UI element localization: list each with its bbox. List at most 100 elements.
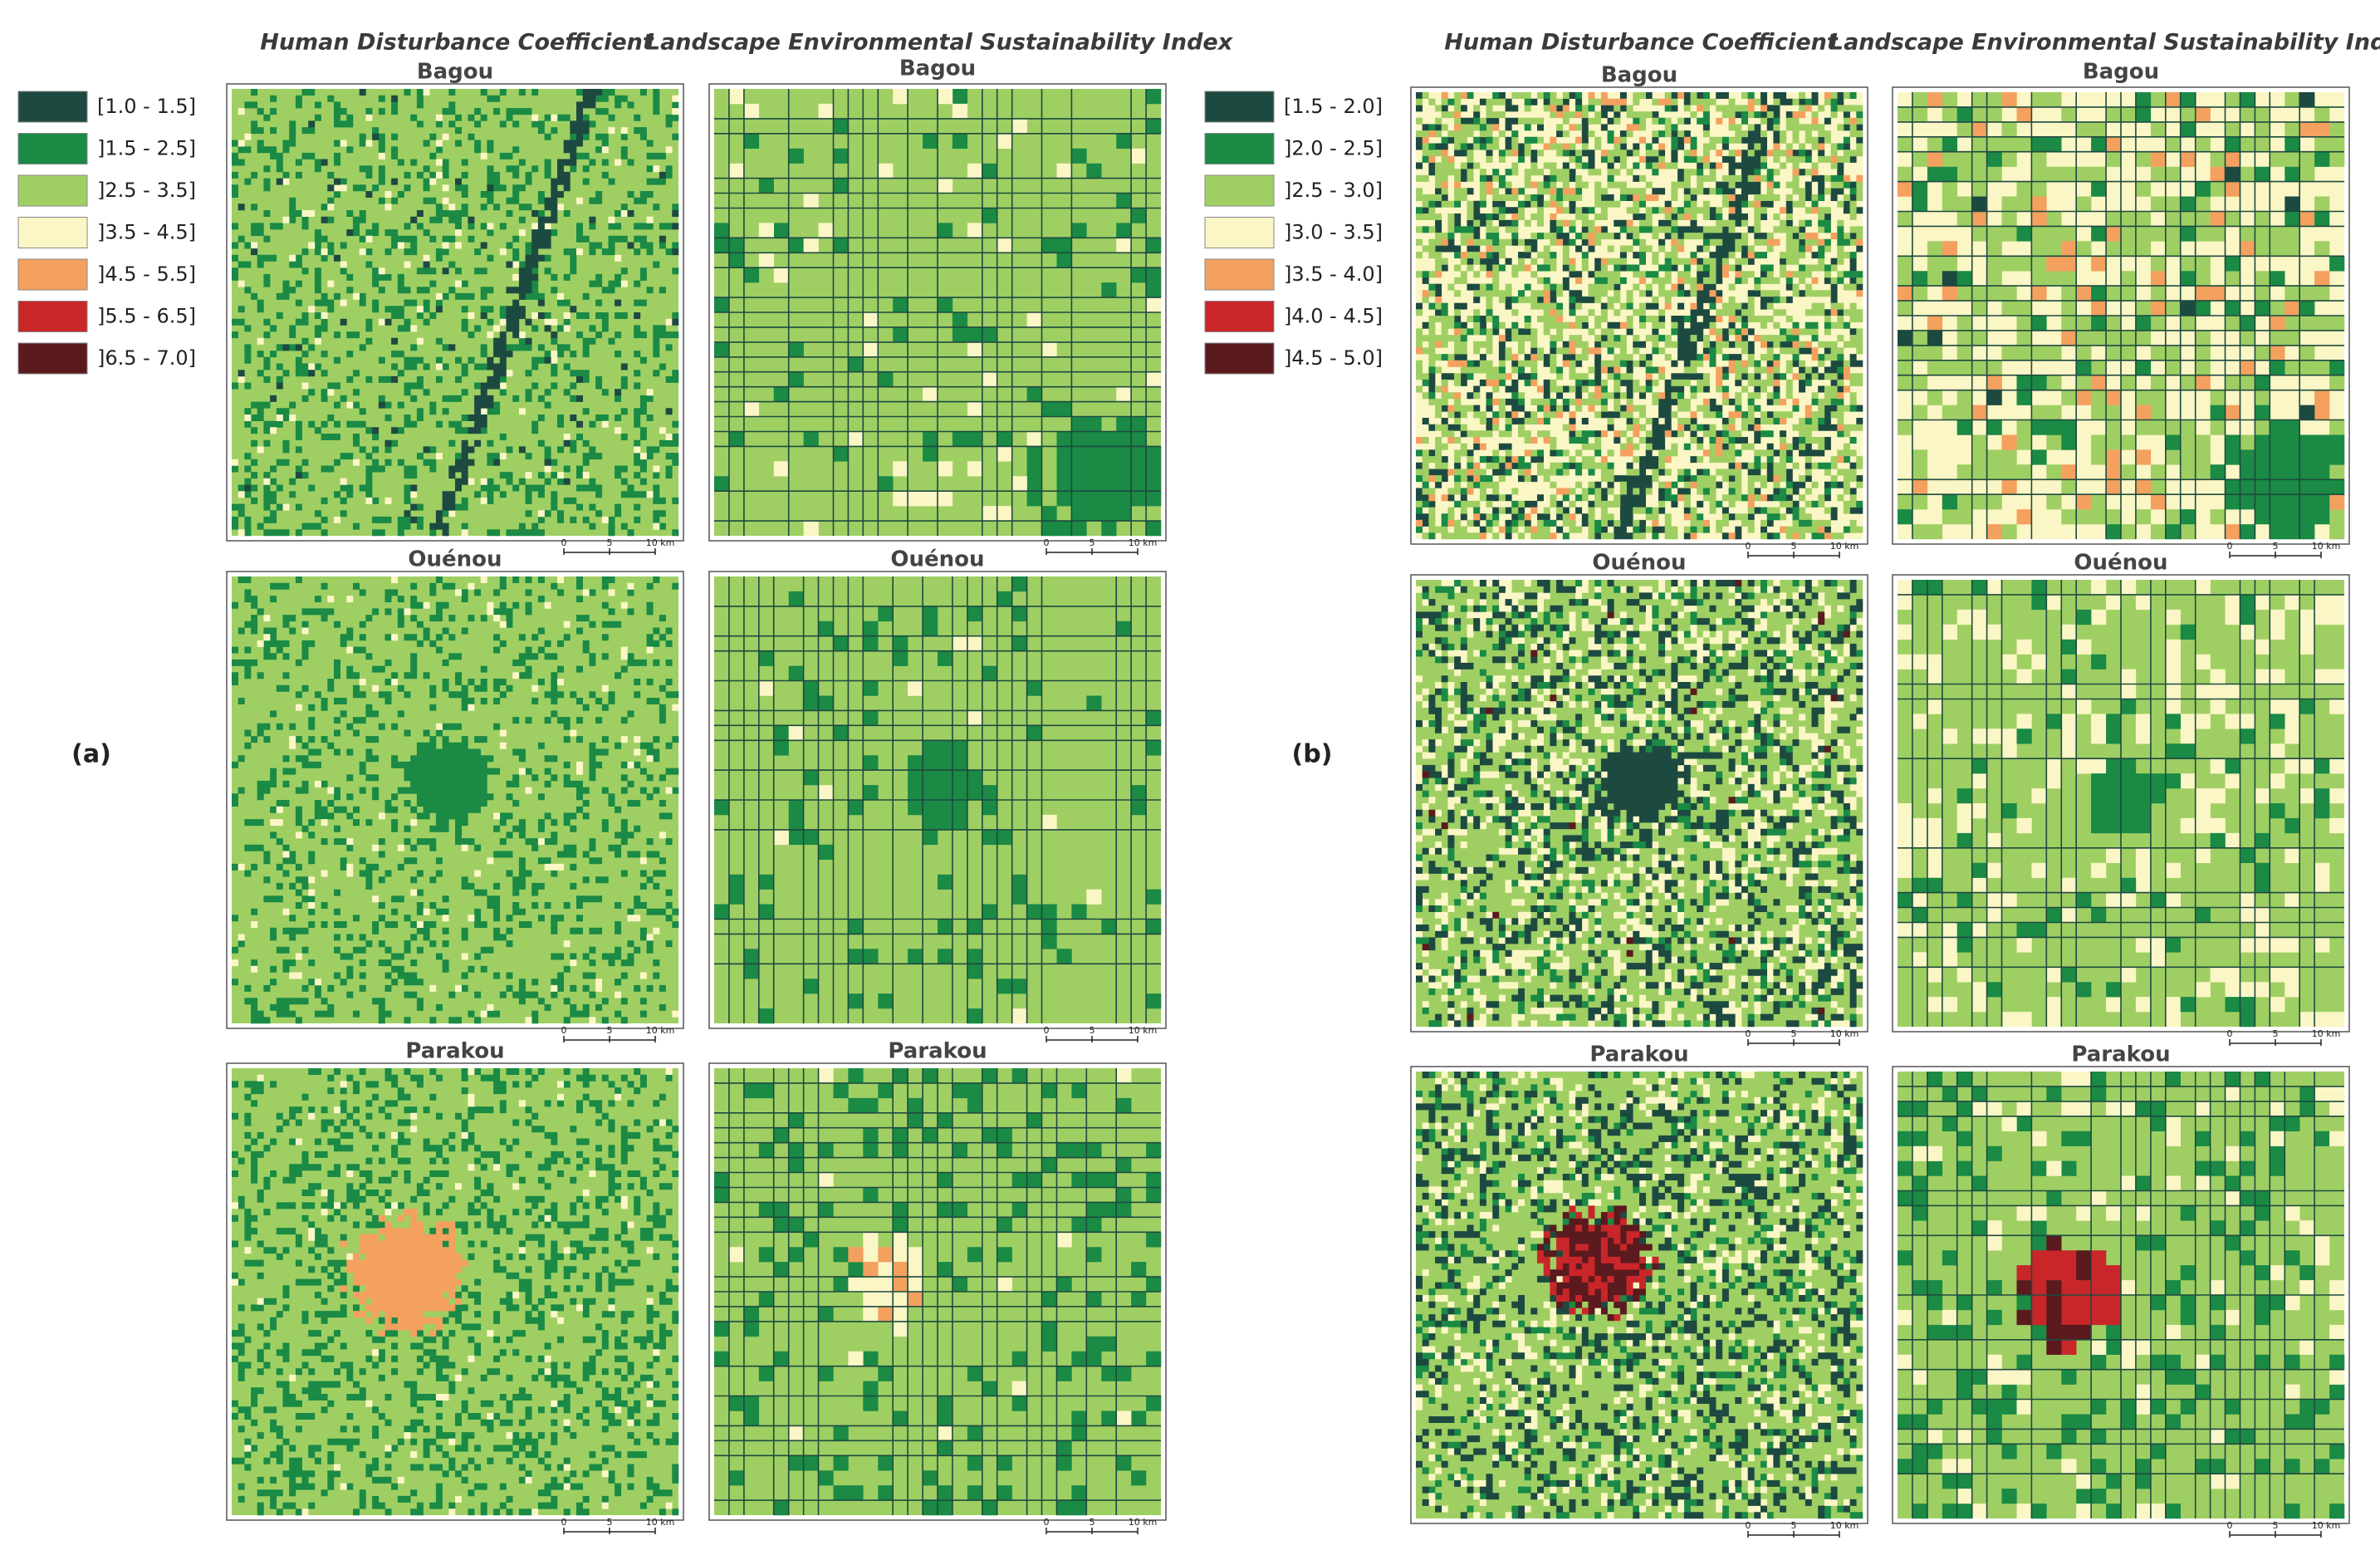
map-cells <box>1416 92 1863 540</box>
map-raster <box>226 83 684 542</box>
site-name: Ouénou <box>1592 551 1686 576</box>
scale-bar-label: 0 <box>2227 1520 2233 1531</box>
map-cells <box>1416 580 1863 1028</box>
column-title: Human Disturbance Coefficient <box>1444 30 1839 56</box>
scale-bar-label: 0 <box>2227 541 2233 552</box>
scale-bar <box>1046 548 1139 555</box>
legend-swatch <box>17 342 88 375</box>
scale-bar <box>2229 1039 2322 1046</box>
scale-bar-label: 5 <box>1791 1520 1797 1531</box>
scale-bar <box>1046 1036 1139 1042</box>
scale-bar-label: 0 <box>561 537 567 548</box>
scale-bar-label: 10 km <box>646 1517 675 1528</box>
map-cells <box>1416 1072 1863 1519</box>
grid-lines <box>714 89 1161 536</box>
panel-label: (b) <box>1292 740 1333 769</box>
map-cells <box>1537 1205 1659 1322</box>
scale-bar-label: 5 <box>2273 541 2279 552</box>
scale-bar-label: 10 km <box>1129 1517 1158 1528</box>
legend-label: ]6.5 - 7.0] <box>97 346 196 370</box>
map-raster <box>226 1062 684 1521</box>
map-cells <box>1416 92 1863 540</box>
legend-swatch <box>1204 342 1275 375</box>
legend-label: [1.5 - 2.0] <box>1284 95 1383 118</box>
map-cells <box>1898 580 2330 1028</box>
legend-swatch <box>1204 301 1275 332</box>
scale-bar <box>2229 552 2322 558</box>
scale-bar-label: 10 km <box>1830 1520 1859 1531</box>
scale-bar-label: 0 <box>1746 1520 1751 1531</box>
site-name: Bagou <box>2083 60 2159 85</box>
map-cells <box>238 89 679 537</box>
legend-swatch <box>1204 91 1275 123</box>
scale-bar-label: 5 <box>1090 1025 1095 1036</box>
grid-lines <box>1898 580 2344 1027</box>
scale-bar-label: 0 <box>1044 1025 1050 1036</box>
scale-bar-label: 10 km <box>1830 1028 1859 1039</box>
map-raster <box>708 83 1167 542</box>
scale-bar-label: 10 km <box>646 537 675 548</box>
scale-bar-label: 5 <box>1090 1517 1095 1528</box>
site-name: Parakou <box>1589 1042 1688 1067</box>
scale-bar <box>563 548 656 555</box>
scale-bar-label: 5 <box>2273 1520 2279 1531</box>
legend-label: ]5.5 - 6.5] <box>97 305 196 328</box>
legend-label: ]3.5 - 4.0] <box>1284 262 1383 286</box>
legend-label: ]3.5 - 4.5] <box>97 221 196 244</box>
grid-lines <box>714 576 1161 1023</box>
map-raster <box>1410 86 1868 545</box>
scale-bar-label: 10 km <box>2312 541 2341 552</box>
map-cells <box>848 1247 923 1322</box>
legend-label: ]4.0 - 4.5] <box>1284 305 1383 328</box>
scale-bar-label: 0 <box>1044 1517 1050 1528</box>
site-name: Bagou <box>417 60 493 85</box>
grid-lines <box>1898 92 2344 539</box>
scale-bar <box>563 1036 656 1042</box>
scale-bar-label: 5 <box>1791 1028 1797 1039</box>
map-cells <box>1898 1072 2345 1519</box>
map-cells <box>1898 580 2345 1028</box>
site-name: Bagou <box>1601 63 1677 88</box>
legend-label: ]2.0 - 2.5] <box>1284 137 1383 160</box>
legend-swatch <box>1204 174 1275 207</box>
scale-bar-label: 10 km <box>646 1025 675 1036</box>
scale-bar-label: 5 <box>607 1517 613 1528</box>
scale-bar-label: 5 <box>607 1025 613 1036</box>
scale-bar-label: 5 <box>2273 1028 2279 1039</box>
legend-label: ]4.5 - 5.0] <box>1284 346 1383 370</box>
grid-lines <box>1898 1072 2344 1518</box>
site-name: Bagou <box>899 56 976 81</box>
scale-bar-label: 5 <box>607 537 613 548</box>
map-cells <box>2016 1250 2122 1355</box>
scale-bar-label: 5 <box>1090 537 1095 548</box>
map-raster <box>1410 1066 1868 1524</box>
site-name: Parakou <box>888 1039 987 1064</box>
scale-bar <box>1747 1531 1840 1538</box>
map-cells <box>1416 580 1863 1028</box>
legend-swatch <box>17 301 88 332</box>
map-raster <box>1410 574 1868 1033</box>
scale-bar-label: 10 km <box>2312 1028 2341 1039</box>
scale-bar-label: 0 <box>561 1025 567 1036</box>
site-name: Parakou <box>2071 1042 2170 1067</box>
scale-bar-label: 0 <box>1746 1028 1751 1039</box>
scale-bar-label: 0 <box>1746 541 1751 552</box>
map-cells <box>232 89 679 537</box>
map-raster <box>1892 86 2350 545</box>
scale-bar <box>2229 1531 2322 1538</box>
site-name: Ouénou <box>408 547 502 572</box>
legend-label: [1.0 - 1.5] <box>97 95 196 118</box>
site-name: Ouénou <box>890 547 984 572</box>
map-raster <box>1892 1066 2350 1524</box>
scale-bar <box>1747 552 1840 558</box>
column-title: Landscape Environmental Sustainability I… <box>1829 30 2380 56</box>
scale-bar-label: 10 km <box>2312 1520 2341 1531</box>
map-raster <box>226 571 684 1029</box>
map-raster <box>1892 574 2350 1033</box>
scale-bar <box>1046 1528 1139 1534</box>
scale-bar-label: 10 km <box>1129 537 1158 548</box>
legend-label: ]4.5 - 5.5] <box>97 262 196 286</box>
scale-bar-label: 5 <box>1791 541 1797 552</box>
legend-label: ]3.0 - 3.5] <box>1284 221 1383 244</box>
